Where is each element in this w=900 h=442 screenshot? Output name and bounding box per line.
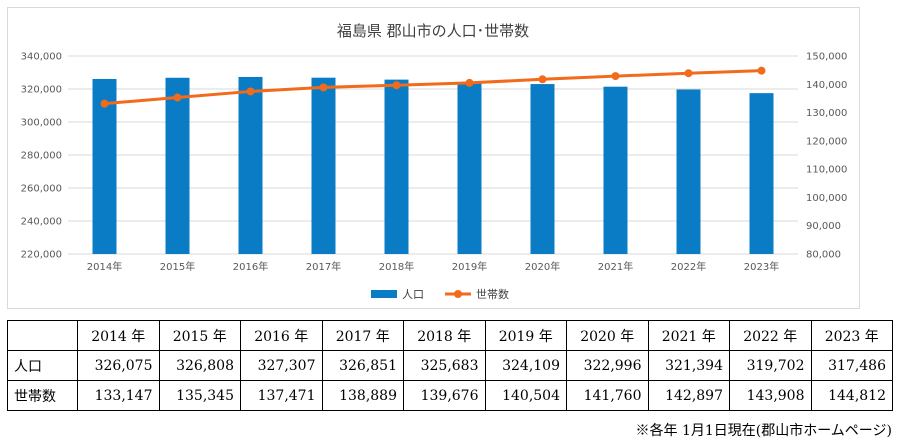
x-tick-label: 2022年 (671, 260, 706, 273)
bar-2016年 (238, 76, 263, 254)
table-row-label: 人口 (7, 350, 78, 381)
point-2019年 (465, 78, 474, 87)
point-2018年 (392, 81, 401, 90)
table-cell: 326,075 (77, 350, 160, 381)
table-cell: 143,908 (729, 380, 812, 411)
bar-2021年 (603, 86, 628, 255)
y-right-tick-label: 120,000 (806, 136, 847, 147)
table-header-cell: 2019 年 (484, 320, 567, 351)
table-cell: 144,812 (810, 380, 893, 411)
bar-2023年 (749, 93, 774, 254)
legend-swatch-population (371, 290, 397, 298)
table-cell: 138,889 (321, 380, 404, 411)
y-left-tick-label: 300,000 (21, 118, 62, 129)
x-tick-label: 2017年 (306, 260, 341, 273)
table-header-cell: 2023 年 (810, 320, 893, 351)
table-header-row: 2014 年 2015 年 2016 年 2017 年 2018 年 2019 年 2020… (7, 320, 893, 351)
table-cell: 142,897 (647, 380, 730, 411)
y-right-tick-label: 150,000 (806, 52, 847, 63)
x-tick-label: 2023年 (744, 260, 779, 273)
table-row: 世帯数 133,147 135,345 137,471 138,889 139,676 14… (7, 380, 893, 411)
y-left-tick-label: 260,000 (21, 184, 62, 195)
table-header-cell: 2016 年 (240, 320, 323, 351)
bar-2014年 (92, 78, 117, 254)
table-cell: 135,345 (158, 380, 241, 411)
table-cell: 324,109 (484, 350, 567, 381)
legend-label-households: 世帯数 (476, 288, 509, 301)
table-row-label: 世帯数 (7, 380, 78, 411)
point-2014年 (100, 99, 109, 108)
table-header-cell: 2018 年 (403, 320, 486, 351)
table-cell: 319,702 (729, 350, 812, 381)
point-2017年 (319, 83, 328, 92)
y-right-tick-label: 90,000 (806, 221, 841, 232)
chart-container: 福島県 郡山市の人口･世帯数 220,000 240,000 260,000 280,0… (7, 7, 860, 309)
table-corner-cell (7, 320, 78, 351)
table-header-cell: 2020 年 (566, 320, 649, 351)
y-left-tick-label: 240,000 (21, 217, 62, 228)
y-left-tick-label: 220,000 (21, 250, 62, 261)
table-cell: 327,307 (240, 350, 323, 381)
x-tick-label: 2021年 (598, 260, 633, 273)
x-tick-label: 2018年 (379, 260, 414, 273)
point-2022年 (684, 69, 693, 78)
y-right-tick-label: 100,000 (806, 193, 847, 204)
table-cell: 140,504 (484, 380, 567, 411)
y-right-tick-label: 80,000 (806, 250, 841, 261)
data-table: 2014 年 2015 年 2016 年 2017 年 2018 年 2019 年 2020… (7, 320, 893, 411)
table-header-cell: 2017 年 (321, 320, 404, 351)
y-right-tick-label: 130,000 (806, 108, 847, 119)
legend-marker-households (454, 290, 462, 298)
table-cell: 325,683 (403, 350, 486, 381)
chart-title: 福島県 郡山市の人口･世帯数 (337, 22, 529, 40)
x-tick-label: 2019年 (452, 260, 487, 273)
bar-2015年 (165, 77, 190, 254)
table-cell: 141,760 (566, 380, 649, 411)
table-header-cell: 2015 年 (158, 320, 241, 351)
point-2023年 (757, 66, 766, 75)
table-cell: 326,851 (321, 350, 404, 381)
table-cell: 133,147 (77, 380, 160, 411)
point-2020年 (538, 75, 547, 84)
table-row: 人口 326,075 326,808 327,307 326,851 325,683 324… (7, 350, 893, 381)
y-left-tick-label: 280,000 (21, 151, 62, 162)
table-header-cell: 2014 年 (77, 320, 160, 351)
table-header-cell: 2021 年 (647, 320, 730, 351)
x-tick-label: 2020年 (525, 260, 560, 273)
table-cell: 139,676 (403, 380, 486, 411)
source-note: ※各年 1月1日現在(郡山市ホームページ) (635, 423, 893, 439)
point-2016年 (246, 87, 255, 96)
y-right-tick-label: 140,000 (806, 80, 847, 91)
bar-2022年 (676, 89, 701, 254)
line-series-households (104, 69, 762, 106)
table-cell: 322,996 (566, 350, 649, 381)
y-right-tick-label: 110,000 (806, 165, 847, 176)
legend-label-population: 人口 (402, 288, 424, 301)
x-tick-label: 2015年 (160, 260, 195, 273)
table-header-cell: 2022 年 (729, 320, 812, 351)
y-left-tick-label: 320,000 (21, 85, 62, 96)
bar-2018年 (384, 79, 409, 254)
bar-2019年 (457, 82, 482, 254)
x-tick-label: 2014年 (87, 260, 122, 273)
table-cell: 326,808 (158, 350, 241, 381)
bar-2020年 (530, 84, 555, 254)
bar-2017年 (311, 77, 336, 254)
point-2021年 (611, 72, 620, 81)
table-cell: 317,486 (810, 350, 893, 381)
table-cell: 137,471 (240, 380, 323, 411)
x-tick-label: 2016年 (233, 260, 268, 273)
chart-svg: 福島県 郡山市の人口･世帯数 220,000 240,000 260,000 280,0… (21, 22, 848, 301)
point-2015年 (173, 93, 182, 102)
table-cell: 321,394 (647, 350, 730, 381)
y-left-tick-label: 340,000 (21, 52, 62, 63)
